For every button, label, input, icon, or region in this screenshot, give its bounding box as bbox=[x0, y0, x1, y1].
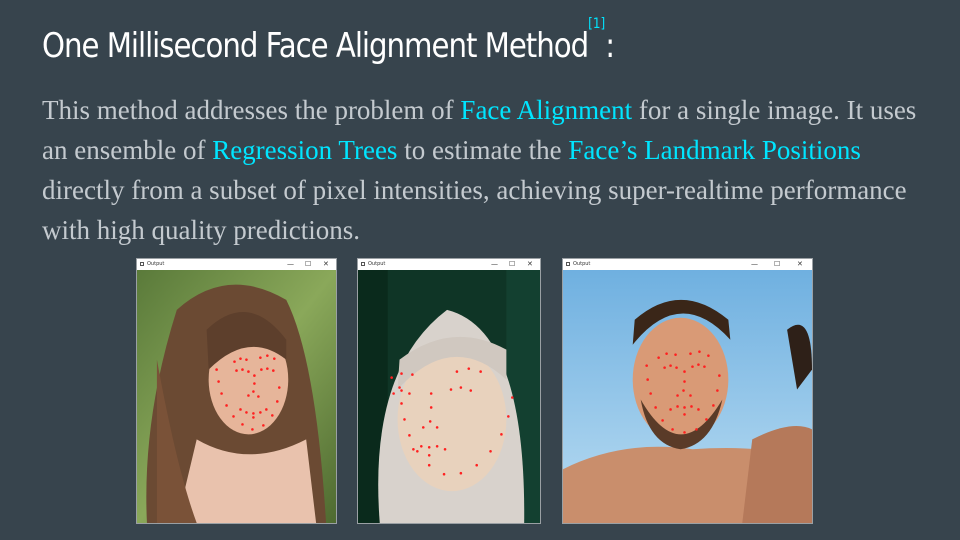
output-window-1: Output — ☐ ✕ bbox=[136, 258, 337, 524]
window-titlebar: Output — ☐ ✕ bbox=[137, 259, 336, 270]
landmark-points-1 bbox=[215, 354, 281, 431]
body-text-2: for a single image. It uses an ensemble … bbox=[42, 95, 917, 165]
minimize-icon[interactable]: — bbox=[751, 260, 758, 268]
face-photo-1 bbox=[137, 270, 336, 523]
body-text-1: This method addresses the problem of bbox=[42, 95, 461, 125]
title-colon: : bbox=[605, 26, 615, 66]
window-app-icon bbox=[140, 262, 144, 266]
landmark-points-3 bbox=[645, 350, 721, 434]
window-titlebar: Output — ☐ ✕ bbox=[358, 259, 540, 270]
maximize-icon[interactable]: ☐ bbox=[305, 260, 312, 268]
slide-title: One Millisecond Face Alignment Method[1]… bbox=[42, 16, 615, 66]
close-icon[interactable]: ✕ bbox=[323, 260, 329, 268]
description-paragraph: This method addresses the problem of Fac… bbox=[42, 90, 942, 250]
output-window-2: Output — ☐ ✕ bbox=[357, 258, 541, 524]
landmark-points-2 bbox=[390, 367, 514, 476]
window-app-icon bbox=[361, 262, 365, 266]
maximize-icon[interactable]: ☐ bbox=[774, 260, 781, 268]
face-image-1 bbox=[137, 270, 336, 523]
body-text-3: to estimate the bbox=[397, 135, 569, 165]
window-title: Output bbox=[573, 261, 591, 267]
close-icon[interactable]: ✕ bbox=[797, 260, 803, 268]
highlight-landmark-positions: Face’s Landmark Positions bbox=[568, 135, 861, 165]
maximize-icon[interactable]: ☐ bbox=[509, 260, 516, 268]
minimize-icon[interactable]: — bbox=[287, 260, 294, 268]
window-app-icon bbox=[566, 262, 570, 266]
window-titlebar: Output — ☐ ✕ bbox=[563, 259, 812, 270]
highlight-regression-trees: Regression Trees bbox=[212, 135, 398, 165]
face-image-2 bbox=[358, 270, 540, 523]
highlight-face-alignment: Face Alignment bbox=[460, 95, 633, 125]
minimize-icon[interactable]: — bbox=[491, 260, 498, 268]
face-photo-2 bbox=[358, 270, 540, 523]
citation-link[interactable]: [1] bbox=[588, 16, 606, 32]
body-text-4: directly from a subset of pixel intensit… bbox=[42, 175, 907, 245]
title-text: One Millisecond Face Alignment Method bbox=[42, 26, 589, 66]
face-image-3 bbox=[563, 270, 812, 523]
face-photo-3 bbox=[563, 270, 812, 523]
output-window-3: Output — ☐ ✕ bbox=[562, 258, 813, 524]
close-icon[interactable]: ✕ bbox=[527, 260, 533, 268]
window-title: Output bbox=[147, 261, 165, 267]
window-title: Output bbox=[368, 261, 386, 267]
